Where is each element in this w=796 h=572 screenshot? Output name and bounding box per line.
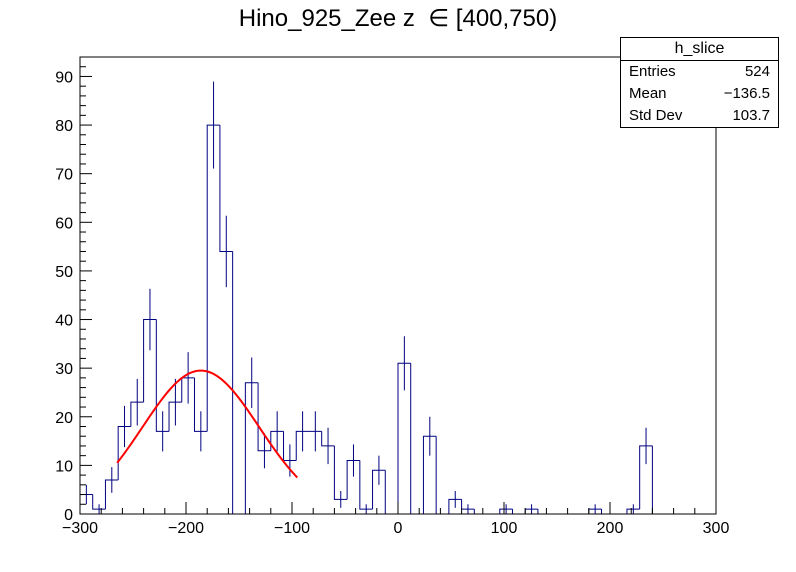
y-tick-label: 60 bbox=[55, 215, 73, 232]
stats-row-entries: Entries 524 bbox=[621, 61, 778, 83]
stats-title: h_slice bbox=[621, 38, 778, 61]
y-tick-label: 40 bbox=[55, 313, 73, 330]
histogram-bin bbox=[295, 430, 309, 461]
histogram-bin bbox=[359, 460, 373, 510]
histogram-bin bbox=[639, 445, 653, 510]
histogram-bin bbox=[626, 508, 640, 514]
y-tick-label: 50 bbox=[55, 264, 73, 281]
histogram-bin bbox=[168, 401, 182, 432]
histogram-bin bbox=[473, 509, 488, 515]
histogram-bin bbox=[384, 470, 398, 515]
histogram-bin bbox=[193, 377, 208, 432]
histogram-bin bbox=[410, 363, 424, 515]
histogram-bin bbox=[232, 251, 246, 515]
histogram-bin bbox=[537, 509, 551, 515]
histogram-bin bbox=[651, 445, 666, 515]
x-tick-label: −200 bbox=[168, 520, 204, 537]
stats-label: Std Dev bbox=[629, 107, 683, 124]
stats-value: 524 bbox=[744, 63, 770, 80]
y-axis: 0 10 20 30 40 50 60 70 80 90 bbox=[55, 56, 92, 524]
histogram-bin bbox=[422, 435, 437, 514]
histogram-bin bbox=[104, 479, 119, 510]
y-tick-label: 70 bbox=[55, 167, 73, 184]
stats-row-mean: Mean −136.5 bbox=[621, 83, 778, 105]
histogram-bin bbox=[219, 125, 233, 252]
histogram-bin bbox=[155, 319, 170, 432]
histogram-bin bbox=[372, 469, 386, 510]
histogram-bin bbox=[206, 124, 220, 432]
y-tick-label: 90 bbox=[55, 69, 73, 86]
error-bars bbox=[85, 81, 647, 514]
histogram-bin bbox=[499, 508, 513, 514]
histogram-bin bbox=[448, 498, 462, 514]
histogram-bin bbox=[397, 362, 411, 514]
histogram-bin bbox=[511, 509, 526, 515]
histogram-bin bbox=[346, 460, 360, 500]
x-tick-label: 200 bbox=[597, 520, 624, 537]
histogram-bin bbox=[601, 509, 615, 515]
stats-label: Mean bbox=[629, 85, 667, 102]
x-tick-label: 300 bbox=[703, 520, 730, 537]
chart-title: Hino_925_Zee z ∈ [400,750) bbox=[238, 5, 558, 32]
y-tick-label: 0 bbox=[64, 507, 73, 524]
y-tick-label: 80 bbox=[55, 118, 73, 135]
y-tick-label: 20 bbox=[55, 410, 73, 427]
x-tick-label: −100 bbox=[274, 520, 310, 537]
x-axis: −300 −200 −100 0 100 200 300 bbox=[62, 502, 729, 537]
histogram-bars bbox=[79, 124, 716, 515]
y-tick-label: 30 bbox=[55, 361, 73, 378]
fit-curve-group bbox=[116, 369, 299, 479]
histogram-bin bbox=[435, 436, 449, 515]
fit-curve bbox=[116, 369, 299, 479]
histogram-bin bbox=[130, 401, 144, 427]
y-tick-label: 10 bbox=[55, 458, 73, 475]
x-tick-label: 0 bbox=[394, 520, 403, 537]
stats-box: h_slice Entries 524 Mean −136.5 Std Dev … bbox=[620, 37, 779, 128]
x-tick-label: −300 bbox=[62, 520, 98, 537]
histogram-bin bbox=[257, 382, 271, 452]
stats-value: −136.5 bbox=[723, 85, 770, 102]
histogram-bin bbox=[143, 319, 157, 403]
stats-label: Entries bbox=[629, 63, 676, 80]
x-tick-label: 100 bbox=[491, 520, 518, 537]
histogram-bin bbox=[244, 382, 259, 514]
stats-value: 103.7 bbox=[732, 107, 770, 124]
histogram-bin bbox=[321, 431, 335, 447]
stats-row-stddev: Std Dev 103.7 bbox=[621, 105, 778, 127]
histogram-bin bbox=[333, 445, 348, 500]
